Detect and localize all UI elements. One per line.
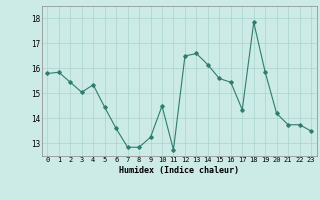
X-axis label: Humidex (Indice chaleur): Humidex (Indice chaleur) [119, 166, 239, 175]
